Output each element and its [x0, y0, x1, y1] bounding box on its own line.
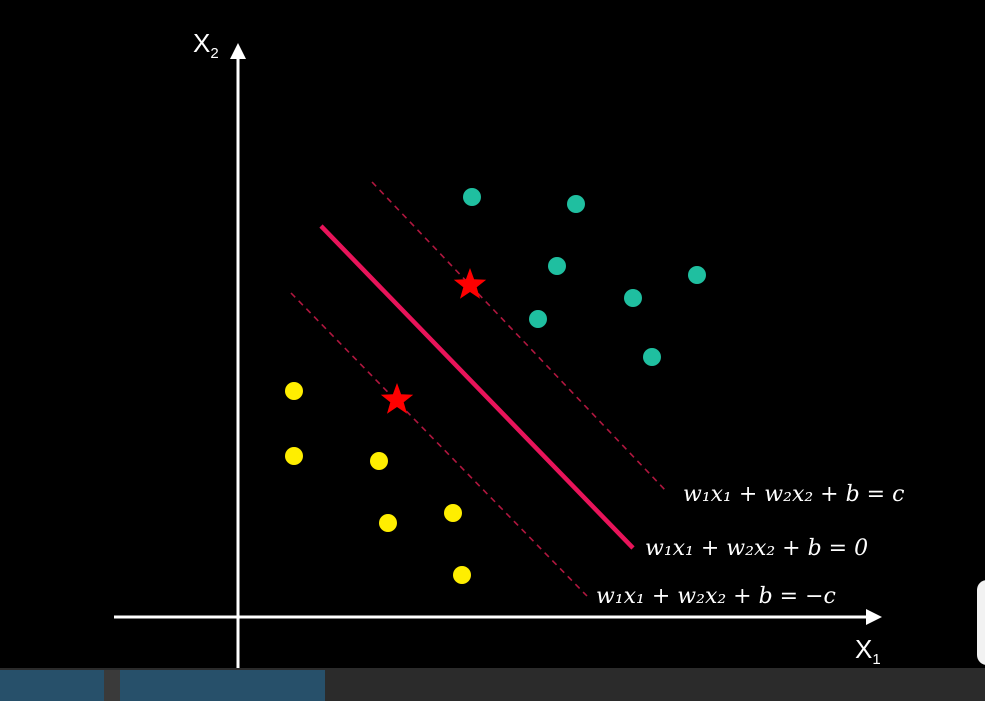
class-a-point [643, 348, 661, 366]
decision-boundary-line [319, 224, 635, 550]
class-a-point [567, 195, 585, 213]
class-b-point [285, 382, 303, 400]
x-axis-label: X1 [855, 634, 881, 668]
lower-margin-equation: w₁x₁ + w₂x₂ + b = −c [596, 584, 836, 609]
class-b-point [444, 504, 462, 522]
class-a-point [529, 310, 547, 328]
class-b-point [285, 447, 303, 465]
support-vector-star-icon [453, 268, 487, 299]
upper-margin-equation: w₁x₁ + w₂x₂ + b = c [683, 482, 904, 507]
class-b-point [379, 514, 397, 532]
progress-bar-fill [0, 670, 326, 701]
upper-margin-line [371, 181, 668, 493]
class-a-point [463, 188, 481, 206]
class-b-point [453, 566, 471, 584]
lower-margin-line [290, 292, 588, 597]
progress-bar-marker [104, 670, 120, 701]
class-b-point [370, 452, 388, 470]
x-axis-arrow-icon [866, 609, 882, 625]
support-vector-star-icon [380, 383, 414, 414]
decision-boundary-equation: w₁x₁ + w₂x₂ + b = 0 [645, 536, 868, 561]
y-axis-label: X2 [193, 28, 219, 62]
class-a-point [548, 257, 566, 275]
data-points [285, 188, 706, 584]
class-a-point [688, 266, 706, 284]
side-panel-edge[interactable] [977, 580, 985, 665]
y-axis-arrow-icon [230, 43, 246, 59]
class-a-point [624, 289, 642, 307]
